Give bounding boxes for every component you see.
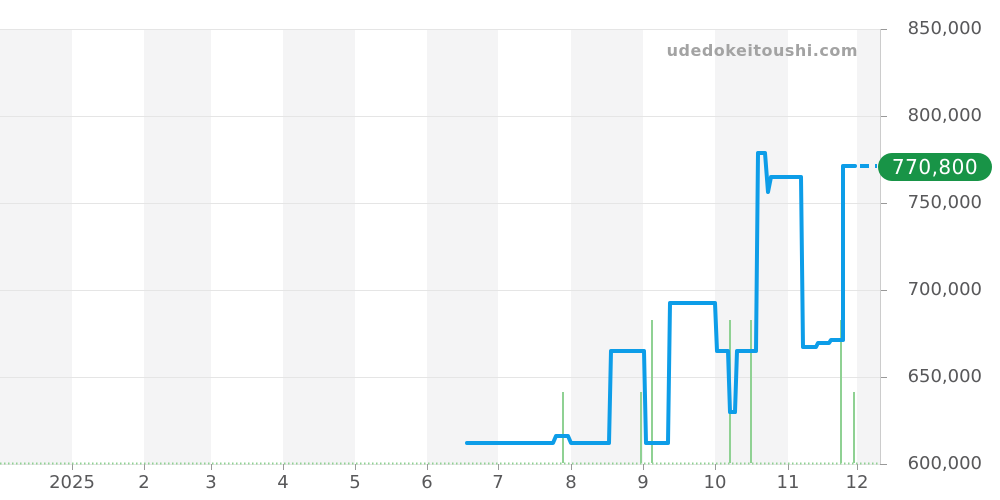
x-axis-label: 12: [845, 472, 869, 493]
grid-stripe: [0, 29, 72, 464]
x-axis-label: 11: [776, 472, 800, 493]
x-axis-label: 8: [565, 472, 577, 493]
grid-stripe: [857, 29, 880, 464]
x-axis-label: 4: [277, 472, 289, 493]
x-axis-label: 2025: [49, 472, 95, 493]
y-axis-label: 600,000: [907, 453, 982, 474]
grid-stripe: [571, 29, 643, 464]
grid-stripe: [427, 29, 498, 464]
x-axis-label: 7: [492, 472, 504, 493]
y-axis-label: 650,000: [907, 366, 982, 387]
x-axis-label: 10: [703, 472, 727, 493]
x-axis-label: 6: [421, 472, 433, 493]
x-axis-label: 9: [637, 472, 649, 493]
grid-stripe: [283, 29, 355, 464]
current-price-badge: 770,800: [878, 153, 992, 181]
x-axis-label: 3: [205, 472, 217, 493]
x-axis-label: 5: [349, 472, 361, 493]
price-line: [465, 151, 857, 445]
watermark: udedokeitoushi.com: [666, 41, 858, 60]
grid-stripe: [144, 29, 211, 464]
y-axis-label: 700,000: [907, 279, 982, 300]
x-axis-label: 2: [138, 472, 150, 493]
y-axis-label: 750,000: [907, 192, 982, 213]
y-axis-label: 850,000: [907, 18, 982, 39]
y-axis-label: 800,000: [907, 105, 982, 126]
current-price-value: 770,800: [891, 155, 979, 179]
